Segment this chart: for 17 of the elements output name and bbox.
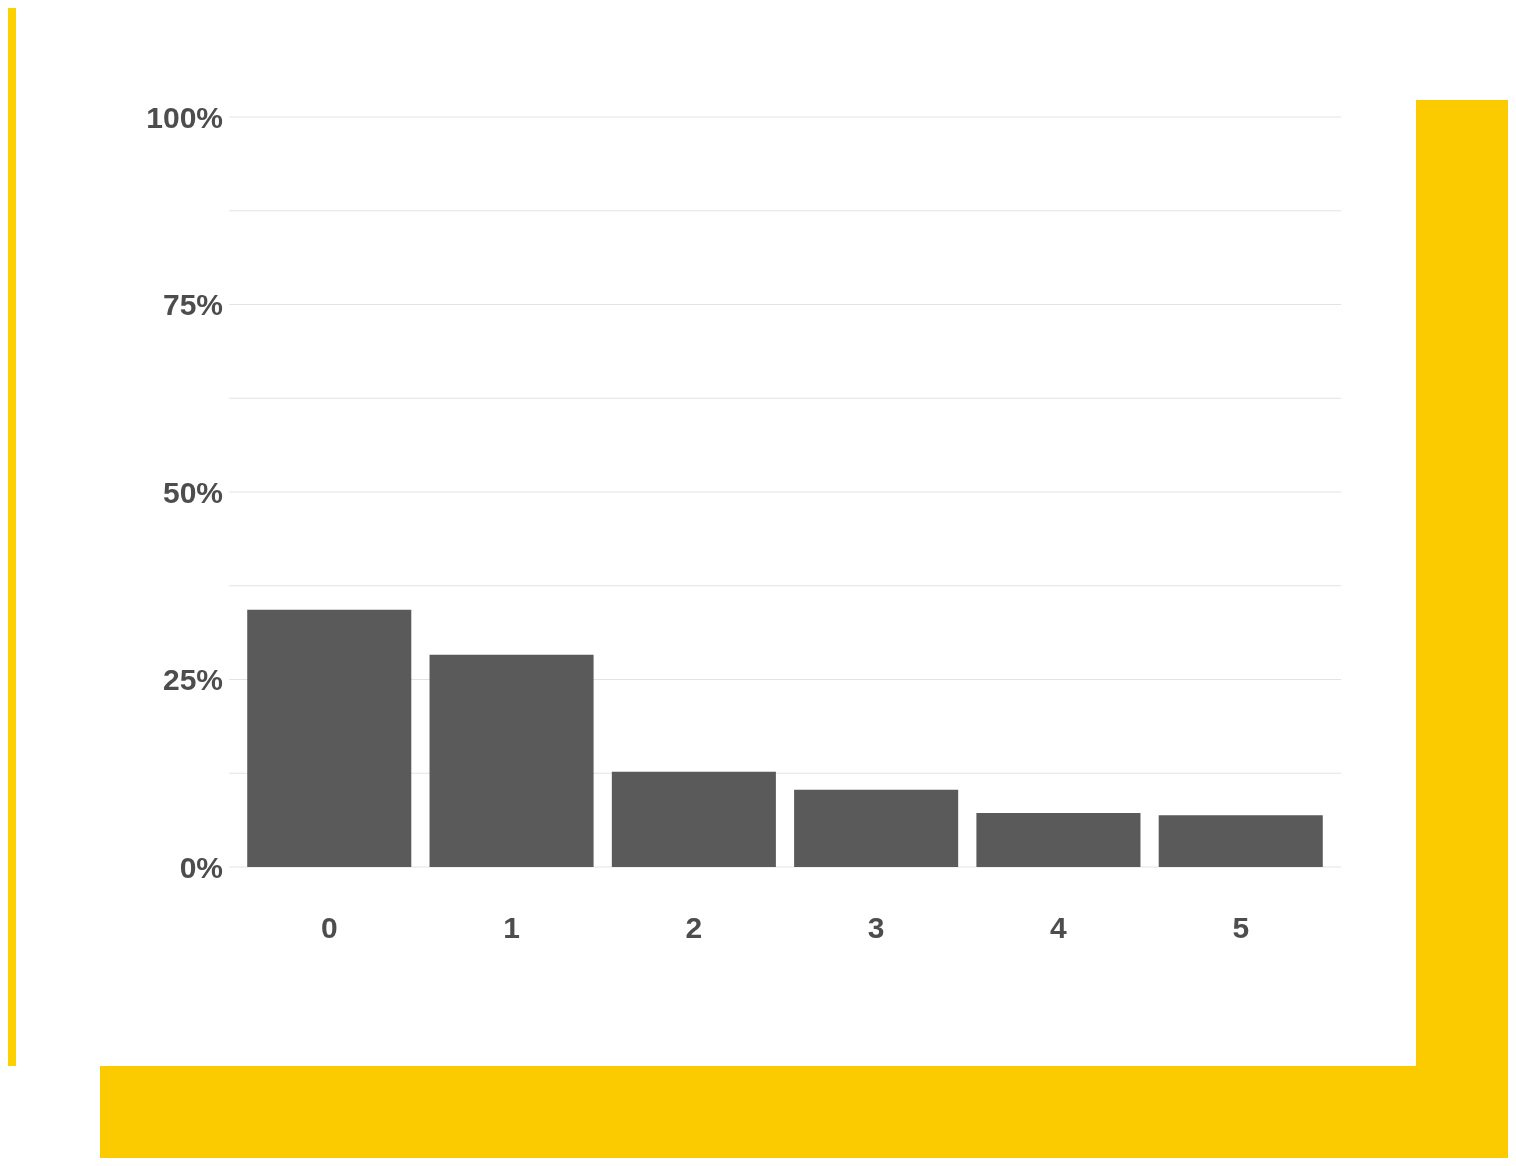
bar bbox=[247, 609, 412, 867]
y-tick-label: 75% bbox=[162, 288, 223, 321]
bar bbox=[611, 771, 776, 867]
x-tick-label: 5 bbox=[1232, 910, 1250, 944]
bar bbox=[1158, 815, 1323, 867]
x-tick-label: 4 bbox=[1050, 910, 1068, 944]
y-tick-label: 100% bbox=[146, 100, 223, 134]
x-tick-label: 1 bbox=[503, 910, 520, 944]
x-tick-label: 2 bbox=[685, 910, 703, 944]
bar bbox=[976, 813, 1141, 867]
bar bbox=[794, 789, 959, 867]
x-tick-label: 3 bbox=[867, 910, 885, 944]
y-tick-label: 25% bbox=[162, 663, 223, 696]
bar bbox=[429, 654, 594, 867]
x-tick-label: 0 bbox=[320, 910, 338, 944]
y-tick-label: 50% bbox=[162, 475, 223, 509]
y-tick-label: 0% bbox=[179, 850, 223, 884]
